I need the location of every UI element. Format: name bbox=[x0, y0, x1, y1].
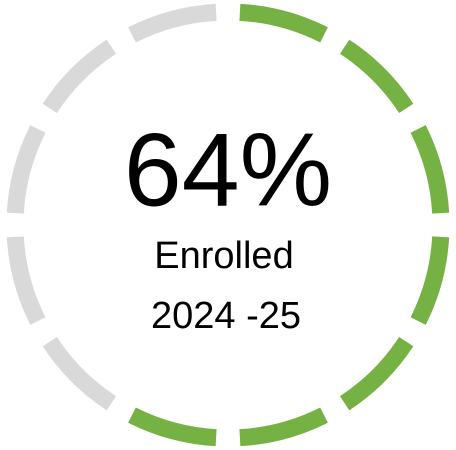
track-segment bbox=[42, 39, 117, 114]
track-segment bbox=[128, 3, 217, 43]
filled-segment bbox=[239, 407, 328, 447]
ring bbox=[6, 3, 450, 447]
filled-segment bbox=[339, 336, 414, 411]
filled-segment bbox=[239, 3, 328, 43]
filled-segment bbox=[339, 39, 414, 114]
period: 2024 -25 bbox=[151, 295, 301, 337]
track-segment bbox=[6, 236, 46, 325]
track-segment bbox=[42, 336, 117, 411]
value-label: 64% bbox=[124, 112, 332, 228]
filled-segment bbox=[410, 236, 450, 325]
filled-segment bbox=[410, 125, 450, 214]
label: Enrolled bbox=[154, 235, 293, 277]
filled-segment bbox=[128, 407, 217, 447]
track-segment bbox=[6, 125, 46, 214]
